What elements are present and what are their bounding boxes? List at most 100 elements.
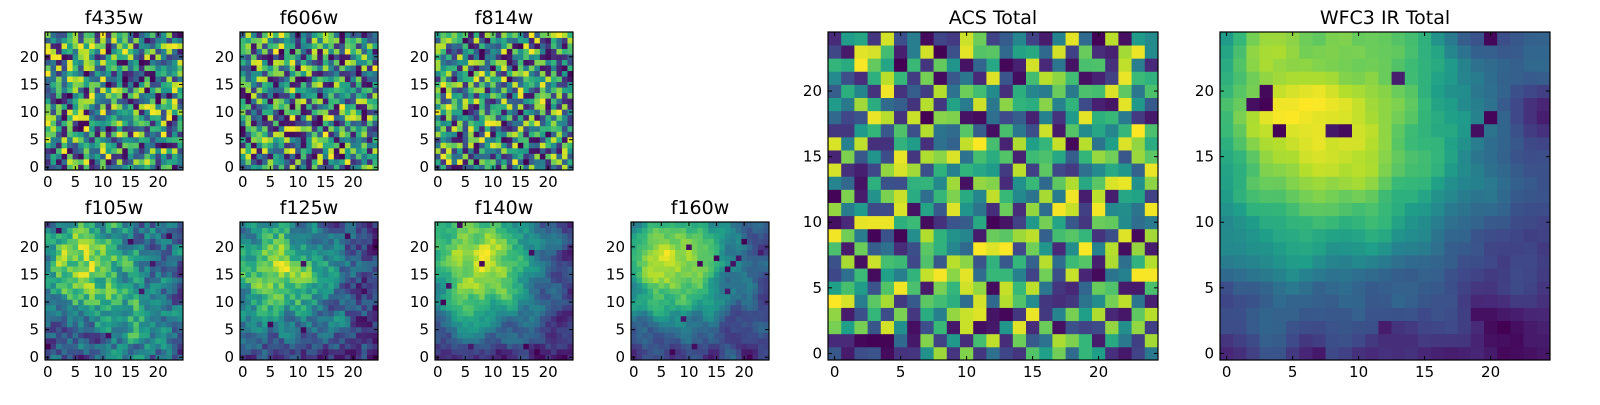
heatmap-cell [719,255,725,261]
heatmap-cell [62,115,68,121]
heatmap-cell [312,32,318,38]
heatmap-cell [741,321,747,327]
heatmap-cell [479,43,485,49]
heatmap-cell [100,266,106,272]
heatmap-cell [312,244,318,250]
heatmap-cell [534,93,540,99]
heatmap-cell [697,343,703,349]
heatmap-cell [551,71,557,77]
heatmap-cell [312,255,318,261]
heatmap-cell [306,321,312,327]
heatmap-cell [323,49,329,55]
heatmap-cell [670,305,676,311]
heatmap-cell [246,49,252,55]
heatmap-cell [345,109,351,115]
heatmap-cell [122,272,128,278]
heatmap-cell [730,310,736,316]
heatmap-cell [361,49,367,55]
heatmap-cell [741,277,747,283]
heatmap-cell [328,43,334,49]
heatmap-cell [725,288,731,294]
heatmap-cell [670,310,676,316]
heatmap-cell [51,104,57,110]
heatmap-cell [240,65,246,71]
heatmap-cell [301,255,307,261]
heatmap-cell [45,153,51,159]
heatmap-cell [268,349,274,355]
heatmap-cell [452,244,458,250]
heatmap-cell [540,250,546,256]
heatmap-cell [463,233,469,239]
heatmap-cell [556,148,562,154]
heatmap-cell [62,71,68,77]
heatmap-cell [139,98,145,104]
heatmap-cell [161,49,167,55]
heatmap-cell [161,294,167,300]
heatmap-cell [334,54,340,60]
heatmap-cell [78,255,84,261]
heatmap-cell [474,222,480,228]
heatmap-cell [540,49,546,55]
heatmap-cell [301,142,307,148]
heatmap-cell [736,261,742,267]
heatmap-cell [111,93,117,99]
heatmap-cell [920,294,934,308]
heatmap-cell [56,104,62,110]
heatmap-cell [144,65,150,71]
heatmap-cell [117,82,123,88]
heatmap-cell [479,222,485,228]
heatmap-cell [463,109,469,115]
heatmap-cell [45,332,51,338]
heatmap-cell [534,87,540,93]
heatmap-cell [150,109,156,115]
heatmap-cell [490,49,496,55]
heatmap-cell [736,277,742,283]
heatmap-cell [446,349,452,355]
heatmap-cell [692,316,698,322]
heatmap-cell [441,261,447,267]
heatmap-cell [741,305,747,311]
heatmap-cell [692,294,698,300]
heatmap-cell [697,261,703,267]
heatmap-cell [648,305,654,311]
x-tick-label: 5 [657,363,667,381]
heatmap-cell [301,266,307,272]
y-tick-label: 0 [29,348,39,366]
heatmap-cell [155,93,161,99]
heatmap-cell [155,283,161,289]
heatmap-cell [56,60,62,66]
heatmap-cell [345,343,351,349]
heatmap-cell [881,163,895,177]
heatmap-cell [452,272,458,278]
heatmap-cell [907,308,921,322]
heatmap-cell [166,82,172,88]
heatmap-cell [295,294,301,300]
heatmap-cell [150,142,156,148]
heatmap-cell [273,261,279,267]
heatmap-cell [295,233,301,239]
heatmap-cell [262,148,268,154]
heatmap-cell [106,93,112,99]
heatmap-cell [1145,242,1159,256]
heatmap-cell [556,233,562,239]
heatmap-cell [1079,268,1093,282]
heatmap-cell [268,115,274,121]
y-tick-label: 5 [224,321,234,339]
heatmap-cell [251,233,257,239]
heatmap-cell [973,229,987,243]
heatmap-cell [144,82,150,88]
heatmap-cell [334,43,340,49]
heatmap-cell [306,332,312,338]
heatmap-cell [854,150,868,164]
heatmap-cell [1132,163,1146,177]
heatmap-cell [545,343,551,349]
heatmap-cell [89,49,95,55]
heatmap-cell [51,233,57,239]
heatmap-cell [268,310,274,316]
heatmap-cell [273,222,279,228]
heatmap-cell [490,316,496,322]
heatmap-cell [323,82,329,88]
heatmap-cell [328,38,334,44]
heatmap-cell [139,310,145,316]
heatmap-cell [56,98,62,104]
